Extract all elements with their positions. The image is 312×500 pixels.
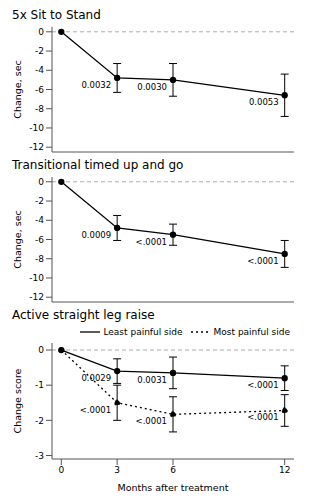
svg-text:-6: -6 (35, 85, 44, 95)
svg-text:0.0053: 0.0053 (249, 97, 279, 107)
svg-text:<.0001: <.0001 (247, 256, 278, 266)
svg-text:<.0001: <.0001 (247, 380, 278, 390)
svg-text:-2: -2 (35, 196, 44, 206)
svg-text:-1: -1 (35, 380, 44, 390)
svg-text:6: 6 (170, 465, 176, 475)
svg-text:0.0029: 0.0029 (81, 373, 111, 383)
html-text:Transitional timed up and go: Transitional timed up and go (12, 158, 184, 172)
svg-text:<.0001: <.0001 (136, 416, 167, 426)
svg-text:-3: -3 (35, 451, 44, 461)
svg-text:Months after treatment: Months after treatment (118, 482, 229, 493)
svg-text:-4: -4 (35, 65, 44, 75)
html-text:5x Sit to Stand: 5x Sit to Stand (12, 8, 101, 22)
svg-text:<.0001: <.0001 (247, 412, 278, 422)
svg-text:-2: -2 (35, 46, 44, 56)
svg-text:-4: -4 (35, 215, 44, 225)
svg-text:-12: -12 (29, 292, 44, 302)
svg-text:0: 0 (38, 177, 44, 187)
svg-text:-2: -2 (35, 416, 44, 426)
html-text:Active straight leg raise: Active straight leg raise (12, 308, 155, 322)
svg-text:-10: -10 (29, 123, 44, 133)
html-text:Most painful side: Most painful side (213, 327, 290, 337)
svg-text:0.0032: 0.0032 (81, 80, 111, 90)
svg-text:0.0031: 0.0031 (137, 375, 167, 385)
svg-text:0: 0 (38, 345, 44, 355)
svg-text:<.0001: <.0001 (136, 237, 167, 247)
svg-text:-12: -12 (29, 142, 44, 152)
svg-text:12: 12 (279, 465, 290, 475)
svg-text:-8: -8 (35, 254, 44, 264)
svg-text:<.0001: <.0001 (80, 405, 111, 415)
svg-text:Change, sec: Change, sec (12, 60, 23, 118)
svg-text:-6: -6 (35, 235, 44, 245)
svg-text:-8: -8 (35, 104, 44, 114)
svg-text:0: 0 (38, 27, 44, 37)
svg-text:0: 0 (58, 465, 64, 475)
svg-text:3: 3 (114, 465, 120, 475)
svg-text:0.0009: 0.0009 (81, 230, 111, 240)
svg-text:Change score: Change score (12, 368, 23, 433)
svg-text:-10: -10 (29, 273, 44, 283)
html-text:Least painful side: Least painful side (103, 327, 183, 337)
svg-text:0.0030: 0.0030 (137, 82, 167, 92)
svg-text:Change, sec: Change, sec (12, 210, 23, 268)
